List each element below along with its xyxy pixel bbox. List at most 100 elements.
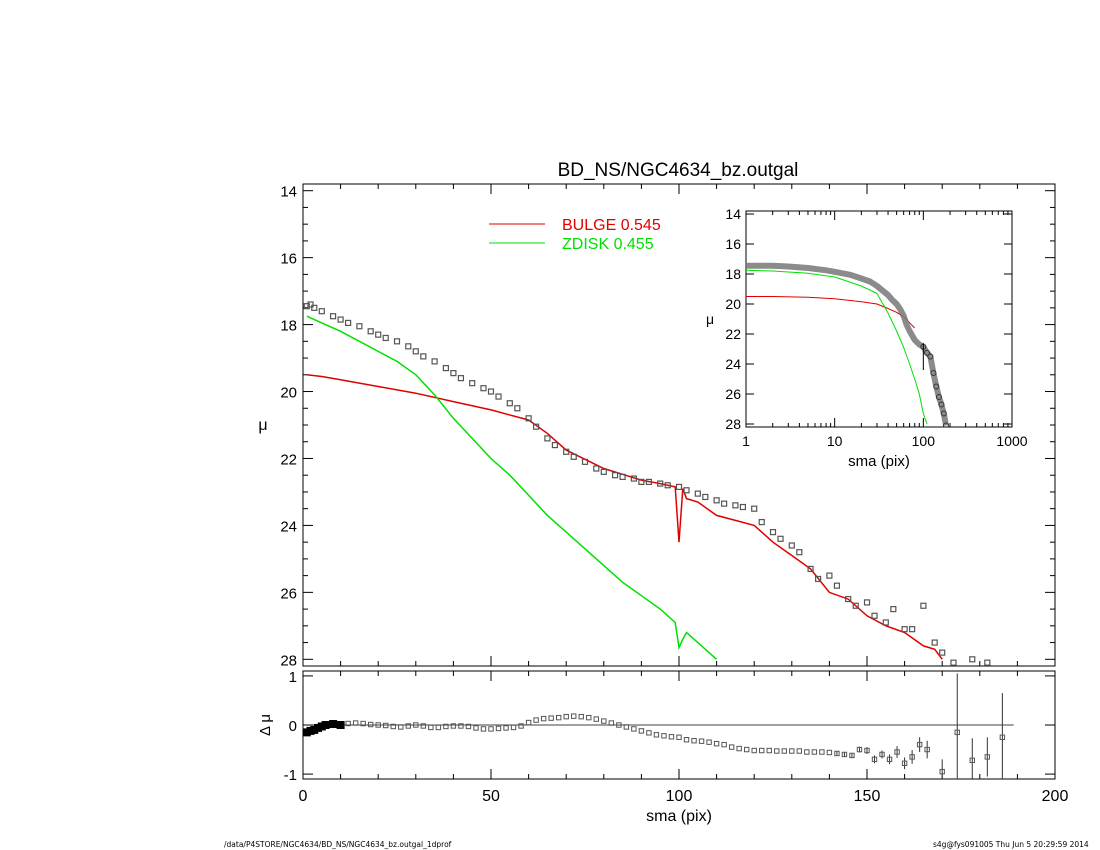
residual-point bbox=[458, 723, 464, 729]
series-line-zdisk bbox=[306, 315, 718, 660]
residual-point bbox=[916, 741, 923, 748]
residual-point bbox=[721, 741, 727, 748]
data-point bbox=[382, 334, 389, 342]
data-point bbox=[450, 370, 457, 377]
x-tick-label: 100 bbox=[912, 433, 936, 449]
data-point bbox=[420, 353, 427, 360]
data-point bbox=[356, 323, 363, 330]
residual-point bbox=[413, 722, 419, 728]
residual-point bbox=[789, 748, 795, 754]
data-point bbox=[694, 490, 701, 497]
data-point bbox=[495, 393, 502, 400]
data-point bbox=[777, 535, 784, 542]
y-tick-label: 24 bbox=[725, 356, 741, 372]
inset-data-point bbox=[927, 353, 934, 360]
x-tick-label: 10 bbox=[827, 433, 843, 449]
residual-point bbox=[631, 726, 637, 732]
inset-data-point bbox=[938, 401, 945, 408]
data-point bbox=[871, 612, 878, 619]
y-tick-label: 20 bbox=[280, 385, 297, 402]
data-point bbox=[442, 364, 449, 372]
inset-x-axis-label: sma (pix) bbox=[848, 453, 910, 470]
residual-point bbox=[999, 734, 1006, 740]
residual-point bbox=[473, 725, 479, 731]
residual-point bbox=[676, 734, 682, 740]
residual-point bbox=[443, 723, 449, 730]
y-tick-label: 14 bbox=[280, 184, 297, 201]
x-tick-label: 150 bbox=[854, 788, 881, 805]
y-tick-label: 16 bbox=[725, 236, 741, 252]
x-tick-label: 0 bbox=[299, 788, 308, 805]
residual-point bbox=[751, 747, 757, 754]
data-point bbox=[675, 483, 683, 491]
y-tick-label: -1 bbox=[284, 767, 297, 784]
residual-point bbox=[525, 719, 532, 726]
data-point bbox=[664, 482, 671, 489]
residual-point bbox=[781, 748, 787, 754]
data-point bbox=[367, 328, 374, 335]
legend: BULGE 0.545 ZDISK 0.455 bbox=[489, 217, 661, 253]
data-point bbox=[581, 458, 589, 465]
residual-point bbox=[601, 718, 607, 724]
residual-point bbox=[495, 725, 502, 732]
residual-point bbox=[864, 747, 870, 754]
residual-point bbox=[571, 713, 577, 719]
chart-title: BD_NS/NGC4634_bz.outgal bbox=[558, 160, 799, 181]
residual-point bbox=[367, 721, 374, 728]
data-point bbox=[796, 549, 803, 556]
x-tick-label: 200 bbox=[1042, 788, 1069, 805]
data-point bbox=[788, 542, 795, 549]
residual-point bbox=[713, 740, 720, 747]
residual-point bbox=[661, 733, 667, 739]
y-tick-label: 28 bbox=[280, 652, 297, 669]
main-profile-plot: 14 16 18 20 22 24 26 28 μ bbox=[258, 183, 1056, 669]
residual-point bbox=[321, 721, 330, 729]
residual-point bbox=[706, 739, 712, 745]
data-point bbox=[563, 448, 570, 455]
residual-point bbox=[728, 744, 735, 750]
inset-data-point bbox=[924, 349, 931, 356]
residual-point bbox=[841, 751, 848, 758]
y-axis-label: μ bbox=[258, 417, 267, 434]
data-point bbox=[901, 626, 908, 633]
residual-point bbox=[834, 750, 840, 757]
residual-point bbox=[924, 746, 930, 753]
data-point bbox=[375, 331, 382, 338]
data-point bbox=[645, 478, 653, 486]
data-point bbox=[826, 572, 833, 579]
residual-point bbox=[375, 722, 381, 728]
data-point bbox=[739, 503, 747, 511]
residual-point bbox=[563, 713, 569, 720]
data-point bbox=[931, 639, 938, 646]
data-point bbox=[311, 304, 318, 311]
residual-point bbox=[691, 738, 697, 744]
residual-point bbox=[954, 729, 960, 736]
data-point bbox=[329, 313, 337, 320]
y-tick-label: 26 bbox=[280, 585, 297, 602]
data-point bbox=[984, 659, 991, 666]
residual-point bbox=[548, 715, 554, 721]
data-point bbox=[318, 308, 325, 315]
residual-point bbox=[683, 737, 690, 743]
inset-log-profile-plot: 14 16 18 20 22 24 26 281 10 100 1000 sma (pix) μ bbox=[706, 206, 1028, 470]
inset-data-point bbox=[942, 422, 949, 427]
data-point bbox=[713, 497, 720, 504]
residual-point bbox=[766, 747, 772, 754]
data-point bbox=[882, 619, 889, 626]
inset-frame bbox=[745, 210, 1013, 428]
data-point bbox=[863, 599, 871, 606]
data-point bbox=[487, 388, 495, 395]
residual-point bbox=[329, 720, 338, 729]
data-point bbox=[683, 487, 690, 494]
residual-point bbox=[345, 720, 351, 727]
y-tick-label: 26 bbox=[725, 386, 741, 402]
residual-point bbox=[736, 745, 742, 752]
data-point bbox=[890, 605, 897, 613]
residual-point bbox=[969, 757, 975, 764]
data-point bbox=[405, 343, 412, 350]
residual-point bbox=[428, 724, 434, 731]
data-point bbox=[920, 602, 927, 609]
residual-point bbox=[984, 754, 991, 760]
inset-data-point bbox=[935, 394, 942, 400]
